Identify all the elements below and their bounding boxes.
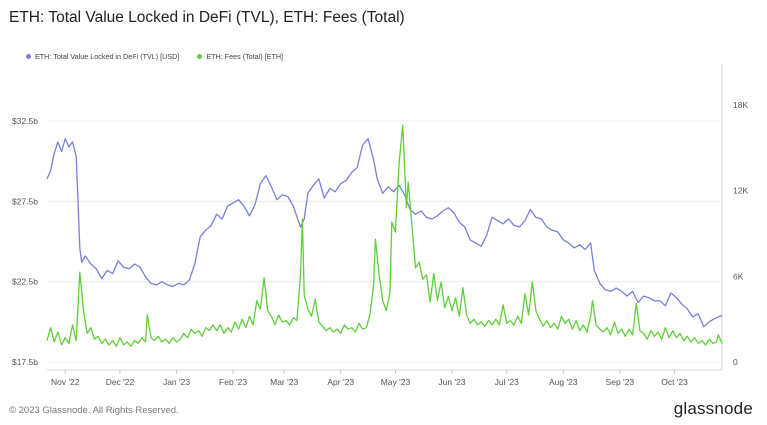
chart-title: ETH: Total Value Locked in DeFi (TVL), E… <box>9 9 405 26</box>
x-tick-label: May '23 <box>381 377 411 387</box>
y-right-tick-label: 6K <box>733 271 744 281</box>
y-right-tick-label: 18K <box>733 100 748 110</box>
series-line-fees <box>46 124 723 347</box>
x-tick-label: Aug '23 <box>549 377 578 387</box>
y-left-tick-label: $32.5b <box>12 116 38 126</box>
copyright-text: © 2023 Glassnode. All Rights Reserved. <box>9 405 179 416</box>
legend: ETH: Total Value Locked in DeFi (TVL) [U… <box>26 52 283 61</box>
x-tick-label: Oct '23 <box>661 377 688 387</box>
y-right-tick-label: 12K <box>733 186 748 196</box>
x-tick-label: Apr '23 <box>327 377 354 387</box>
legend-label-tvl: ETH: Total Value Locked in DeFi (TVL) [U… <box>35 52 180 61</box>
x-tick-label: Mar '23 <box>270 377 298 387</box>
legend-swatch-tvl <box>26 54 31 59</box>
legend-item-fees[interactable]: ETH: Fees (Total) [ETH] <box>197 52 283 61</box>
y-left-tick-label: $27.5b <box>12 196 38 206</box>
y-right-tick-label: 0 <box>733 357 738 367</box>
x-tick-label: Nov '22 <box>51 377 80 387</box>
legend-label-fees: ETH: Fees (Total) [ETH] <box>206 52 284 61</box>
glassnode-logo: glassnode <box>673 399 753 418</box>
x-tick-label: Jan '23 <box>163 377 190 387</box>
x-tick-label: Dec '22 <box>106 377 135 387</box>
y-left-tick-label: $22.5b <box>12 277 38 287</box>
x-tick-label: Feb '23 <box>219 377 247 387</box>
series-line-tvl <box>46 138 723 328</box>
x-tick-label: Jul '23 <box>495 377 520 387</box>
x-tick-label: Sep '23 <box>606 377 635 387</box>
legend-swatch-fees <box>197 54 203 59</box>
legend-item-tvl[interactable]: ETH: Total Value Locked in DeFi (TVL) [U… <box>26 52 179 61</box>
y-left-tick-label: $17.5b <box>12 357 38 367</box>
x-tick-label: Jun '23 <box>438 377 465 387</box>
